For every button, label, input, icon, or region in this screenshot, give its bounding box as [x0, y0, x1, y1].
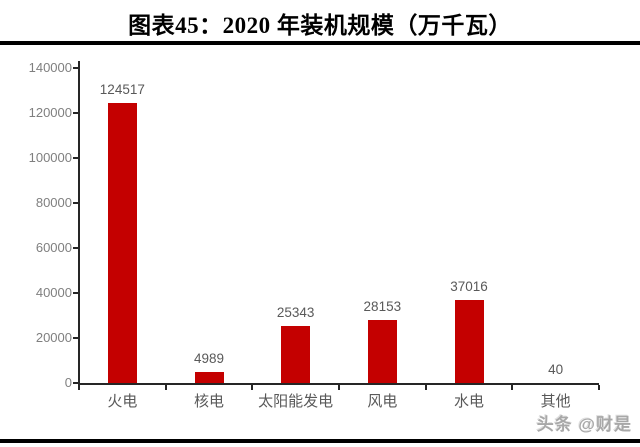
x-axis-tick	[598, 385, 600, 390]
y-axis-line	[78, 61, 80, 385]
top-divider	[0, 41, 640, 45]
x-axis-tick	[424, 385, 427, 390]
y-axis-tick-label: 0	[64, 375, 72, 390]
x-axis-category-label: 水电	[453, 394, 484, 410]
x-axis-category-label: 风电	[367, 394, 398, 410]
y-axis-tick-label: 120000	[28, 105, 72, 120]
y-axis-tick-label: 100000	[28, 150, 72, 165]
y-axis-tick	[73, 202, 79, 204]
y-axis-tick-label: 40000	[35, 285, 72, 300]
y-axis-tick-label: 80000	[35, 195, 72, 210]
bar-火电	[107, 103, 137, 383]
bottom-divider	[0, 439, 640, 443]
x-axis-tick	[78, 385, 80, 390]
bar-value-label: 4989	[193, 351, 225, 366]
y-axis-tick-label: 60000	[35, 240, 72, 255]
y-axis-tick	[73, 292, 79, 294]
bar-太阳能发电	[281, 326, 311, 383]
y-axis-tick	[73, 157, 79, 159]
bar-核电	[194, 372, 224, 383]
bar-value-label: 40	[548, 362, 564, 377]
x-axis-category-label: 火电	[107, 394, 138, 410]
y-axis-tick	[73, 382, 79, 384]
x-axis-category-label: 核电	[193, 394, 224, 410]
y-axis-tick	[73, 67, 79, 69]
x-axis-category-label: 其他	[540, 394, 571, 410]
x-axis-tick	[251, 385, 254, 390]
x-axis-tick	[511, 385, 514, 390]
y-axis-tick-label: 140000	[28, 60, 72, 75]
x-axis-category-label: 太阳能发电	[258, 394, 334, 410]
bar-value-label: 37016	[450, 279, 488, 294]
y-axis-tick	[73, 337, 79, 339]
page-title: 图表45：2020 年装机规模（万千瓦）	[128, 13, 512, 38]
watermark: 头条 @财是	[536, 415, 632, 434]
bar-value-label: 28153	[363, 299, 402, 314]
x-axis-line	[78, 383, 599, 385]
x-axis-tick	[338, 385, 340, 390]
bar-风电	[367, 320, 397, 383]
y-axis-tick-label: 20000	[35, 330, 72, 345]
y-axis-tick	[73, 112, 79, 114]
y-axis-tick	[73, 247, 79, 249]
bar-value-label: 25343	[276, 305, 315, 320]
bar-value-label: 124517	[99, 82, 145, 97]
bar-水电	[454, 300, 484, 383]
x-axis-tick	[164, 385, 167, 390]
